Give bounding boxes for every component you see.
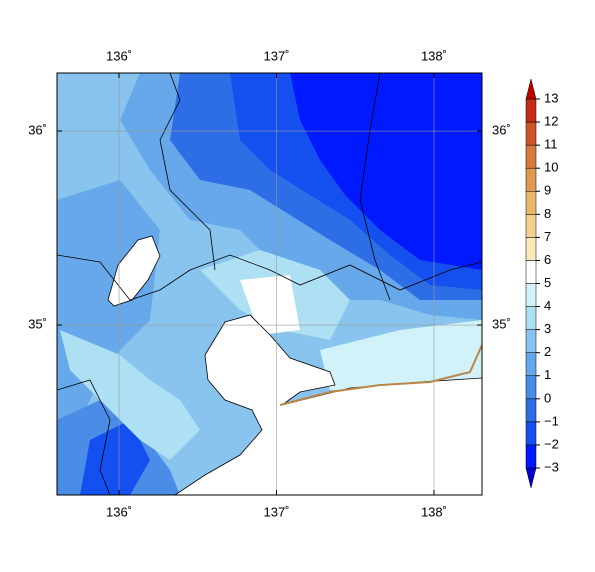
colorbar-label: 4	[544, 298, 551, 313]
colorbar-label: 0	[544, 390, 551, 405]
colorbar-label: 2	[544, 344, 551, 359]
colorbar-label: 10	[544, 160, 558, 175]
border	[159, 73, 216, 271]
colorbar-band	[525, 329, 537, 353]
lon-label: 138˚	[421, 48, 447, 63]
colorbar-over	[525, 78, 537, 100]
lon-label: 137˚	[263, 504, 289, 519]
colorbar-label: 12	[544, 114, 558, 129]
colorbar-label: 9	[544, 183, 551, 198]
lon-label: 136˚	[106, 504, 132, 519]
colorbar-label: 8	[544, 206, 551, 221]
colorbar-band	[525, 306, 537, 330]
lat-label: 35˚	[492, 316, 511, 331]
colorbar-band	[525, 398, 537, 423]
lat-label: 35˚	[28, 316, 47, 331]
lon-label: 136˚	[106, 48, 132, 63]
colorbar-label: −1	[544, 413, 559, 428]
field-region	[80, 420, 150, 495]
map-frame	[56, 72, 483, 496]
border	[57, 379, 111, 495]
colorbar-label: 3	[544, 321, 551, 336]
colorbar-label: 1	[544, 367, 551, 382]
field-region	[60, 330, 200, 460]
coast	[279, 344, 482, 406]
colorbar-band	[525, 121, 537, 146]
colorbar-band	[525, 375, 537, 400]
colorbar-label: −3	[544, 459, 559, 474]
map-field	[57, 73, 482, 495]
colorbar-band	[525, 144, 537, 169]
colorbar-band	[525, 444, 537, 469]
colorbar-band	[525, 237, 537, 261]
colorbar-band	[525, 191, 537, 215]
colorbar-band	[525, 260, 537, 284]
colorbar-label: 13	[544, 90, 558, 105]
colorbar-band	[525, 214, 537, 238]
lon-label: 137˚	[263, 48, 289, 63]
colorbar-label: 11	[544, 137, 558, 152]
border	[57, 254, 482, 301]
colorbar-label: 5	[544, 275, 551, 290]
colorbar-label: 6	[544, 252, 551, 267]
colorbar-band	[525, 98, 537, 123]
colorbar-under	[525, 467, 537, 489]
lat-label: 36˚	[28, 122, 47, 137]
colorbar-band	[525, 283, 537, 307]
border	[359, 73, 391, 301]
colorbar-band	[525, 352, 537, 376]
colorbar-band	[525, 167, 537, 192]
colorbar-label: −2	[544, 436, 559, 451]
lon-label: 138˚	[421, 504, 447, 519]
colorbar-label: 7	[544, 229, 551, 244]
colorbar-band	[525, 421, 537, 446]
field-region	[320, 320, 482, 390]
sea	[174, 314, 482, 495]
lat-label: 36˚	[492, 122, 511, 137]
